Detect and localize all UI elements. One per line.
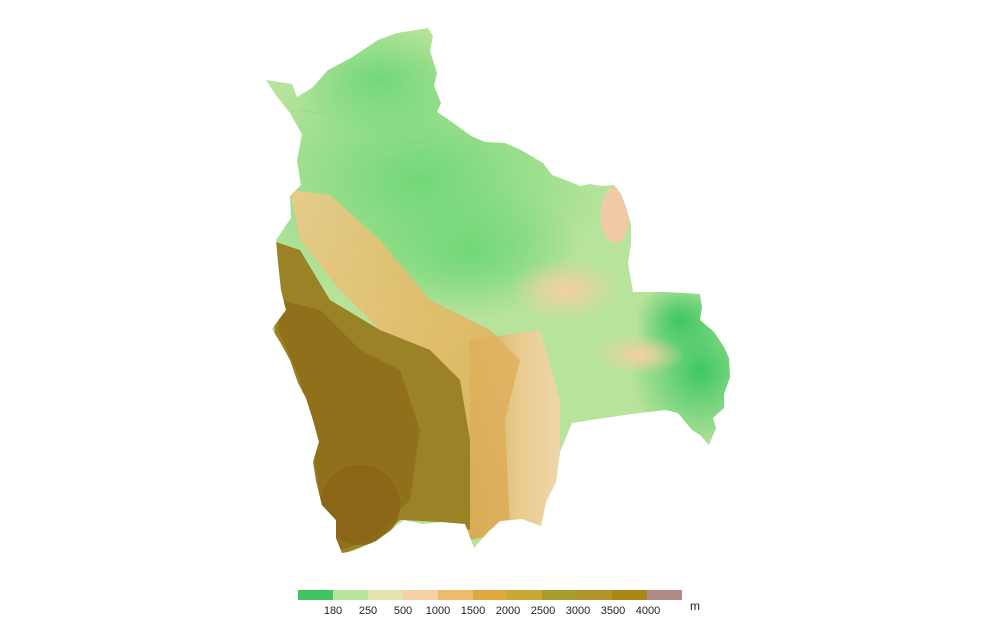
legend-tick-label: 180 [323,605,343,617]
legend-tick-label: 250 [358,605,378,617]
river-lines [299,59,461,156]
legend-tick-label: 1000 [425,605,451,617]
legend-swatch [402,590,438,600]
legend-swatch [647,590,682,600]
legend-tick-label: 4000 [635,605,661,617]
legend-tick-label: 2500 [530,605,556,617]
legend-swatch [542,590,578,600]
legend-swatch [298,590,333,600]
elevation-legend: 180 250 500 1000 1500 2000 2500 3000 3500 4000 m [298,590,718,618]
chiquitano-upland-2 [595,335,685,375]
terrain-layer [266,28,730,553]
legend-swatch [507,590,543,600]
legend-unit: m [690,599,700,613]
ne-upland [601,187,629,243]
legend-swatch [332,590,368,600]
legend-swatch [437,590,473,600]
north-lowland-region-2 [290,28,470,140]
legend-swatch [472,590,508,600]
legend-tick-label: 2000 [495,605,521,617]
legend-swatch [577,590,613,600]
legend-tick-label: 3500 [600,605,626,617]
legend-tick-label: 1500 [460,605,486,617]
legend-swatches [298,590,682,600]
legend-swatch [367,590,403,600]
legend-tick-label: 3000 [565,605,591,617]
elevation-map [266,28,730,553]
legend-tick-label: 500 [393,605,413,617]
chiquitano-upland [510,260,620,320]
southwest-dark-region [320,465,400,545]
legend-swatch [612,590,648,600]
